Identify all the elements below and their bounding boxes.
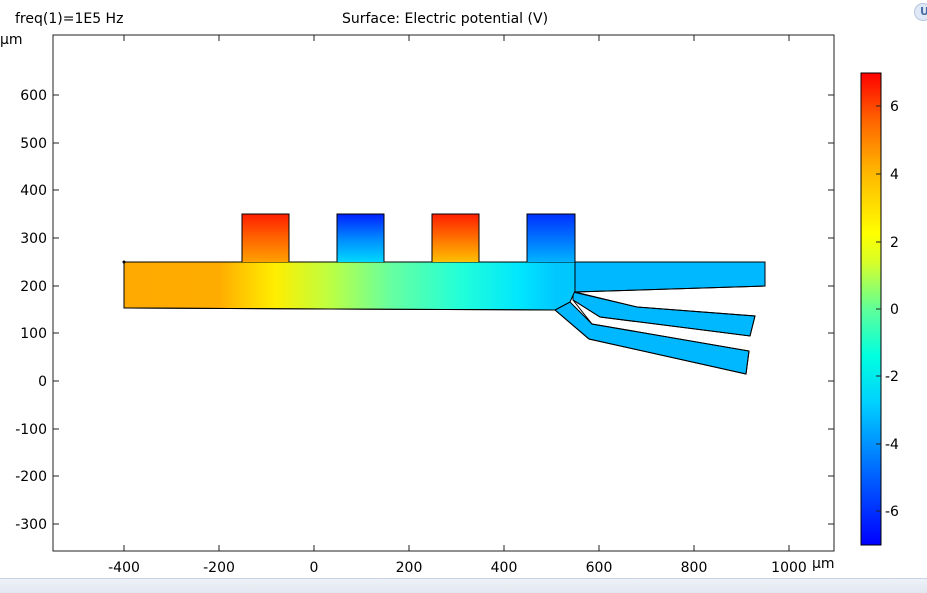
electrode-well-4	[527, 214, 575, 262]
inlet-point-marker	[122, 260, 126, 264]
y-tick-label: 500	[20, 136, 47, 152]
colorbar-label: 0	[890, 302, 899, 318]
y-tick-label: -200	[15, 469, 47, 485]
colorbar-label: 6	[890, 99, 899, 115]
y-axis-ticks	[53, 94, 834, 525]
corner-button-glyph: U	[920, 5, 927, 18]
electrode-well-2	[337, 214, 384, 262]
colorbar-label: 4	[890, 167, 899, 183]
colorbar-label: -6	[885, 504, 899, 520]
colorbar-label: 2	[890, 235, 899, 251]
y-tick-label: 100	[20, 326, 47, 342]
bottom-panel-edge	[0, 578, 927, 593]
plot-title: Surface: Electric potential (V)	[342, 11, 548, 27]
y-tick-label: 600	[20, 88, 47, 104]
y-tick-label: -100	[15, 422, 47, 438]
colorbar-label: -2	[885, 369, 899, 385]
x-axis-unit: μm	[812, 556, 835, 572]
electrode-well-3	[432, 214, 479, 262]
x-tick-label: 0	[310, 560, 319, 576]
main-channel	[123, 261, 576, 311]
x-axis-ticks	[123, 35, 790, 551]
x-tick-label: 600	[586, 560, 613, 576]
frequency-label: freq(1)=1E5 Hz	[15, 11, 123, 27]
colorbar-ticks	[876, 105, 881, 512]
x-tick-label: -200	[203, 560, 235, 576]
x-tick-label: -400	[108, 560, 140, 576]
y-tick-label: 400	[20, 183, 47, 199]
y-axis-unit: μm	[0, 32, 23, 48]
axes-frame	[52, 34, 835, 552]
y-axis-tick-labels: 600 500 400 300 200 100 0 -100 -200 -300	[15, 88, 47, 533]
y-tick-label: -300	[15, 517, 47, 533]
domain-outline	[123, 213, 766, 375]
colorbar-tick-labels: 6 4 2 0 -2 -4 -6	[885, 99, 899, 520]
x-tick-label: 1000	[771, 560, 807, 576]
y-tick-label: 0	[38, 374, 47, 390]
x-tick-label: 400	[491, 560, 518, 576]
outlet-branches	[547, 261, 766, 375]
electrode-well-1	[242, 214, 289, 262]
y-tick-label: 200	[20, 279, 47, 295]
x-axis-tick-labels: -400 -200 0 200 400 600 800 1000	[108, 560, 807, 576]
x-tick-label: 200	[396, 560, 423, 576]
toolbar-corner-button[interactable]: U	[914, 3, 927, 21]
colorbar-label: -4	[885, 437, 899, 453]
x-tick-label: 800	[681, 560, 708, 576]
y-tick-label: 300	[20, 231, 47, 247]
